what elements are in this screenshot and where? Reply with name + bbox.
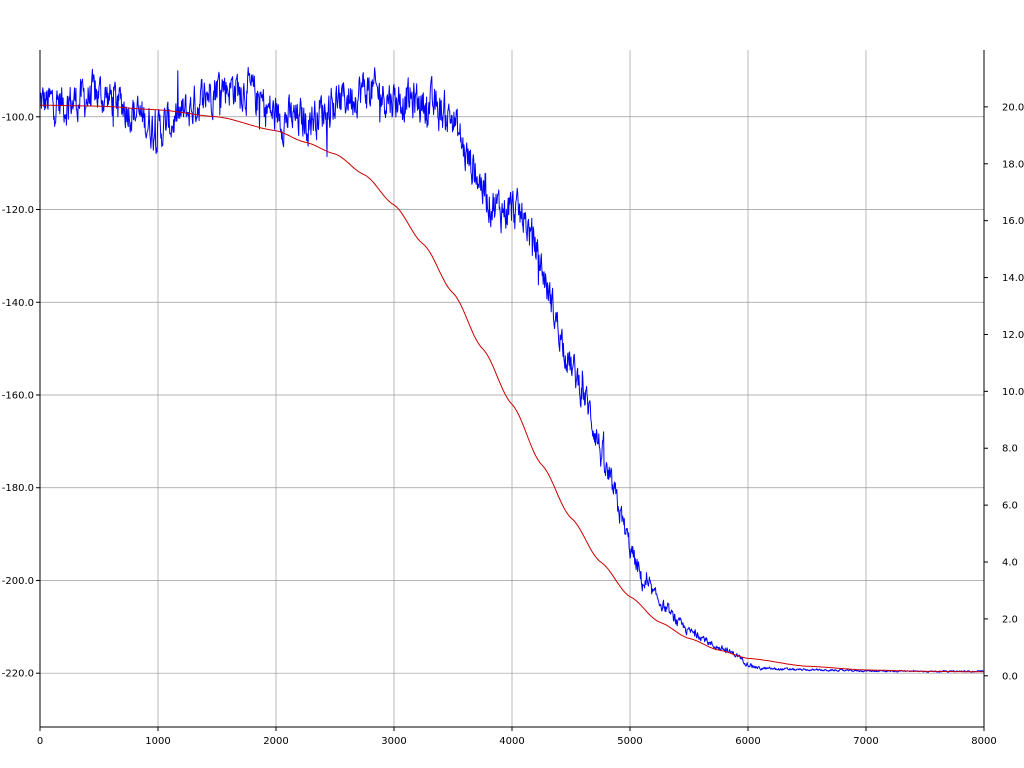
x-tick-label: 7000 (853, 736, 878, 747)
series-line-blue (39, 66, 985, 673)
x-tick-label: 6000 (735, 736, 760, 747)
y-right-tick-label: 12.0 (1002, 330, 1024, 341)
x-tick-label: 0 (37, 736, 43, 747)
y-right-tick-label: 16.0 (1002, 216, 1024, 227)
y-left-tick-label: -100.0 (2, 112, 34, 123)
y-right-tick-label: 20.0 (1002, 102, 1024, 113)
y-right-tick-label: 4.0 (1002, 558, 1018, 569)
axes (36, 50, 988, 731)
y-right-tick-label: 0.0 (1002, 671, 1018, 682)
x-tick-label: 3000 (381, 736, 406, 747)
y-right-tick-label: 18.0 (1002, 159, 1024, 170)
y-left-tick-label: -180.0 (2, 483, 34, 494)
x-tick-label: 1000 (145, 736, 170, 747)
x-tick-label: 5000 (617, 736, 642, 747)
series-line-red (40, 104, 984, 673)
tick-labels: 0 1000 2000 3000 4000 5000 6000 7000 8000 -100.0 -… (2, 102, 1024, 747)
y-left-tick-label: -120.0 (2, 205, 34, 216)
y-left-tick-label: -140.0 (2, 298, 34, 309)
x-tick-label: 8000 (971, 736, 996, 747)
x-tick-label: 4000 (499, 736, 524, 747)
y-right-tick-label: 8.0 (1002, 444, 1018, 455)
y-left-tick-label: -160.0 (2, 390, 34, 401)
series-layer (39, 66, 985, 673)
y-right-tick-label: 10.0 (1002, 387, 1024, 398)
x-tick-label: 2000 (263, 736, 288, 747)
y-right-tick-label: 2.0 (1002, 614, 1018, 625)
y-left-tick-label: -220.0 (2, 669, 34, 680)
y-right-tick-label: 6.0 (1002, 501, 1018, 512)
y-right-tick-label: 14.0 (1002, 273, 1024, 284)
grid-lines (40, 50, 984, 727)
y-left-tick-label: -200.0 (2, 576, 34, 587)
